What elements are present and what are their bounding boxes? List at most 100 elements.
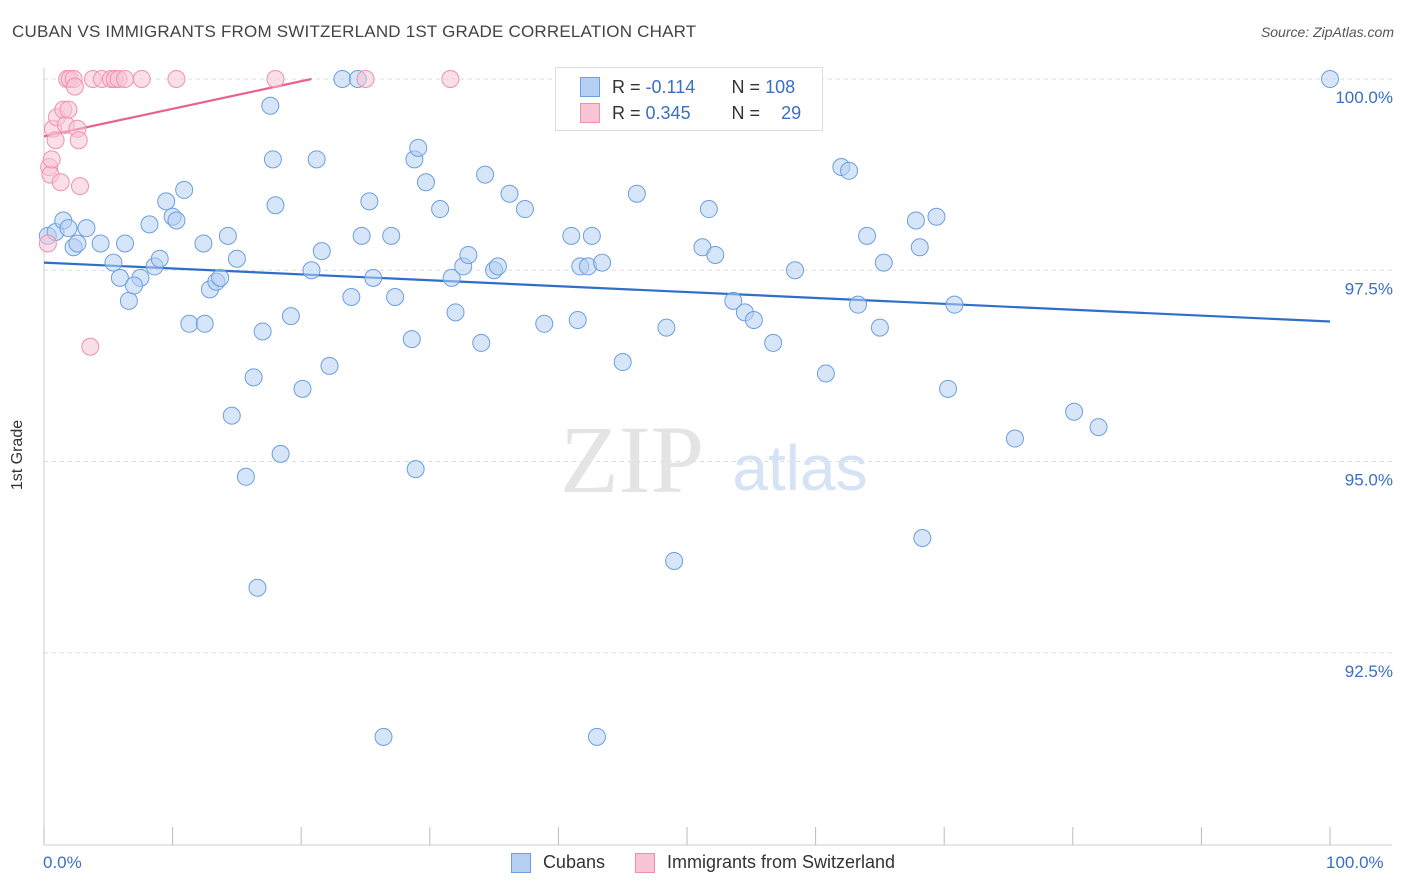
cubans-point (386, 288, 405, 307)
cubans-point (312, 242, 331, 261)
cubans-point (175, 180, 194, 199)
cubans-point (1321, 70, 1339, 88)
cubans-point (500, 184, 519, 203)
n-label: N = (731, 102, 761, 123)
cubans-point (59, 219, 78, 238)
cubans-point (236, 467, 255, 486)
cubans-point (582, 226, 601, 245)
cubans-point (706, 245, 725, 264)
cubans-point (320, 356, 339, 375)
cubans-point (227, 249, 246, 268)
cubans-point (627, 184, 646, 203)
chart-title: CUBAN VS IMMIGRANTS FROM SWITZERLAND 1ST… (12, 22, 697, 41)
cubans-point (913, 529, 932, 547)
cubans-point (195, 314, 214, 333)
trend-lines (43, 77, 1331, 323)
cubans-swatch (510, 852, 531, 873)
cubans-point (724, 291, 743, 310)
cubans-point (488, 257, 507, 276)
cubans-point (157, 192, 176, 211)
cubans-point (816, 364, 835, 383)
cubans-point (261, 96, 280, 115)
cubans-point (150, 249, 169, 268)
cubans-point (442, 268, 461, 287)
switzerland-point (71, 177, 90, 196)
grid-lines (44, 78, 1392, 654)
cubans-point (515, 200, 534, 219)
legend-item-switzerland[interactable]: Immigrants from Switzerland (634, 852, 895, 873)
cubans-point (263, 150, 282, 169)
cubans-point (248, 578, 267, 597)
cubans-point (125, 276, 144, 295)
cubans-point (1065, 402, 1084, 421)
cubans-point (472, 333, 491, 352)
cubans-point (613, 353, 632, 372)
n-label: N = (731, 76, 761, 97)
legend-label-cubans: Cubans (542, 852, 605, 872)
cubans-point (699, 200, 718, 219)
cubans-point (77, 219, 96, 238)
y-tick-label: 100.0% (1335, 88, 1393, 107)
cubans-point (910, 238, 929, 257)
cubans-point (744, 310, 763, 329)
cubans-point (352, 226, 371, 245)
cubans-point (906, 211, 925, 230)
cubans-point (945, 295, 964, 314)
cubans-point (535, 314, 554, 333)
cubans-point (218, 226, 237, 245)
switzerland-point (46, 131, 65, 150)
legend-item-cubans[interactable]: Cubans (510, 852, 605, 873)
cubans-point (870, 318, 889, 337)
cubans-point (302, 261, 321, 280)
r-value: 0.345 (645, 102, 691, 123)
cubans-point (364, 268, 383, 287)
switzerland-point (81, 337, 100, 356)
cubans-point (116, 234, 135, 253)
data-points (38, 70, 1339, 746)
stats-row-blue: R = -0.114 N = 108 (580, 75, 795, 99)
r-label: R = (612, 76, 641, 97)
cubans-point (211, 268, 230, 287)
cubans-point (587, 727, 606, 746)
cubans-point (91, 234, 110, 253)
switzerland-point (132, 70, 151, 88)
cubans-point (1005, 429, 1024, 448)
watermark-atlas: atlas (732, 432, 867, 504)
blue-swatch (580, 77, 600, 97)
y-axis-label: 1st Grade (9, 419, 26, 491)
pink-swatch (580, 103, 600, 123)
switzerland-point (441, 70, 460, 88)
cubans-point (665, 551, 684, 570)
n-value: 29 (781, 102, 802, 123)
cubans-point (764, 333, 783, 352)
switzerland-point (356, 70, 375, 88)
cubans-point (333, 70, 352, 88)
cubans-point (568, 310, 587, 329)
cubans-point (874, 253, 893, 272)
switzerland-point (116, 70, 135, 88)
cubans-point (244, 368, 263, 387)
cubans-point (593, 253, 612, 272)
stats-legend: R = -0.114 N = 108 R = 0.345 N = 29 (555, 67, 823, 131)
cubans-point (406, 460, 425, 479)
bottom-legend: Cubans Immigrants from Switzerland (0, 852, 1406, 873)
r-value: -0.114 (645, 76, 696, 97)
cubans-point (562, 226, 581, 245)
cubans-point (307, 150, 326, 169)
y-tick-label: 92.5% (1345, 662, 1393, 681)
cubans-point (253, 322, 272, 341)
cubans-point (476, 165, 495, 184)
cubans-point (840, 161, 859, 180)
y-tick-label: 97.5% (1345, 279, 1393, 298)
switzerland-point (51, 173, 70, 192)
cubans-point (222, 406, 241, 425)
y-tick-labels: 100.0% 97.5% 95.0% 92.5% (1335, 88, 1393, 681)
cubans-point (927, 207, 946, 226)
cubans-point (140, 215, 159, 234)
n-value: 108 (765, 76, 796, 97)
chart-source: Source: ZipAtlas.com (1260, 24, 1394, 40)
switzerland-point (59, 100, 78, 119)
switzerland-point (69, 131, 88, 150)
r-label: R = (612, 102, 641, 123)
